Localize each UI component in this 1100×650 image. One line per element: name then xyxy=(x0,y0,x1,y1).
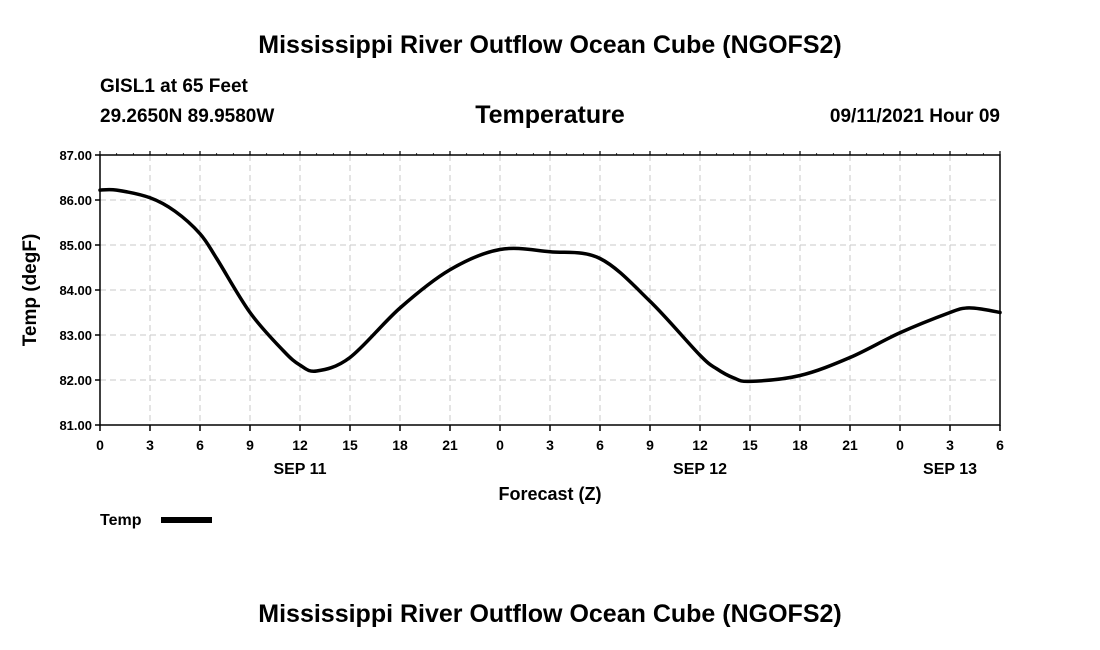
x-tick-label: 12 xyxy=(692,437,708,453)
x-tick-label: 6 xyxy=(996,437,1004,453)
x-tick-label: 0 xyxy=(96,437,104,453)
series-line-temp xyxy=(98,187,1002,384)
x-tick-label: 3 xyxy=(946,437,954,453)
datetime-label: 09/11/2021 Hour 09 xyxy=(829,106,1000,127)
x-tick-label: 9 xyxy=(646,437,654,453)
legend-label-temp: Temp xyxy=(100,512,142,529)
date-label: SEP 13 xyxy=(923,461,977,478)
x-tick-label: 0 xyxy=(496,437,504,453)
x-tick-label: 6 xyxy=(196,437,204,453)
y-tick-label: 83.00 xyxy=(59,328,92,343)
x-tick-label: 3 xyxy=(546,437,554,453)
y-axis-label: Temp (degF) xyxy=(20,234,41,347)
y-tick-label: 82.00 xyxy=(59,373,92,388)
footer-title: Mississippi River Outflow Ocean Cube (NG… xyxy=(258,600,842,628)
x-tick-label: 12 xyxy=(292,437,308,453)
date-label: SEP 12 xyxy=(673,461,727,478)
x-tick-label: 3 xyxy=(146,437,154,453)
x-tick-label: 0 xyxy=(896,437,904,453)
coordinates-label: 29.2650N 89.9580W xyxy=(100,106,275,127)
y-tick-label: 84.00 xyxy=(59,283,92,298)
chart-main-title: Mississippi River Outflow Ocean Cube (NG… xyxy=(258,31,842,59)
date-label: SEP 11 xyxy=(273,461,326,478)
station-label: GISL1 at 65 Feet xyxy=(100,76,248,97)
plot-title: Temperature xyxy=(475,101,625,129)
x-tick-label: 21 xyxy=(842,437,858,453)
x-tick-label: 15 xyxy=(742,437,758,453)
x-tick-label: 21 xyxy=(442,437,458,453)
x-tick-label: 9 xyxy=(246,437,254,453)
y-tick-label: 85.00 xyxy=(59,238,92,253)
y-tick-label: 87.00 xyxy=(59,148,92,163)
y-tick-label: 86.00 xyxy=(59,193,92,208)
x-tick-label: 15 xyxy=(342,437,358,453)
x-axis-label: Forecast (Z) xyxy=(498,484,601,504)
x-tick-label: 18 xyxy=(392,437,408,453)
axes: 81.00 82.00 83.00 84.00 85.00 86.00 87.00 0 3 6 9 1… xyxy=(59,148,1004,478)
x-tick-label: 18 xyxy=(792,437,808,453)
y-tick-label: 81.00 xyxy=(59,418,92,433)
x-tick-label: 6 xyxy=(596,437,604,453)
